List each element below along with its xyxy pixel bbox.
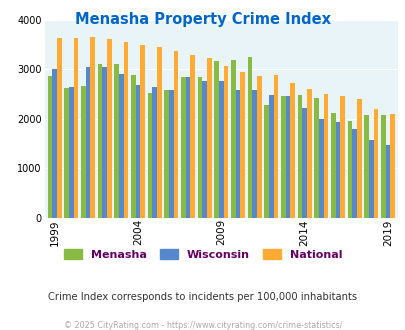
Bar bbox=[97, 64, 102, 218]
Bar bbox=[202, 81, 207, 218]
Bar bbox=[235, 90, 240, 218]
Legend: Menasha, Wisconsin, National: Menasha, Wisconsin, National bbox=[64, 249, 341, 260]
Text: Crime Index corresponds to incidents per 100,000 inhabitants: Crime Index corresponds to incidents per… bbox=[48, 292, 357, 302]
Bar bbox=[207, 58, 211, 218]
Bar bbox=[214, 61, 218, 218]
Bar bbox=[339, 96, 344, 218]
Bar bbox=[124, 42, 128, 218]
Bar bbox=[247, 57, 252, 218]
Bar bbox=[47, 76, 52, 218]
Bar bbox=[197, 77, 202, 218]
Bar bbox=[285, 96, 290, 218]
Bar bbox=[368, 140, 373, 218]
Bar bbox=[168, 90, 173, 218]
Bar bbox=[240, 72, 244, 218]
Bar bbox=[352, 129, 356, 218]
Bar bbox=[268, 94, 273, 218]
Bar bbox=[347, 121, 352, 218]
Bar bbox=[323, 94, 327, 218]
Bar bbox=[264, 105, 268, 218]
Bar bbox=[385, 145, 389, 218]
Bar bbox=[380, 115, 385, 218]
Bar bbox=[301, 108, 306, 218]
Text: © 2025 CityRating.com - https://www.cityrating.com/crime-statistics/: © 2025 CityRating.com - https://www.city… bbox=[64, 321, 341, 330]
Bar bbox=[306, 89, 311, 218]
Bar bbox=[297, 95, 301, 218]
Bar bbox=[363, 115, 368, 218]
Bar bbox=[373, 109, 377, 218]
Bar bbox=[256, 76, 261, 218]
Bar bbox=[223, 66, 228, 218]
Bar bbox=[218, 81, 223, 218]
Text: Menasha Property Crime Index: Menasha Property Crime Index bbox=[75, 12, 330, 26]
Bar bbox=[81, 85, 85, 218]
Bar bbox=[64, 88, 69, 218]
Bar bbox=[57, 38, 62, 218]
Bar bbox=[69, 86, 73, 218]
Bar bbox=[318, 119, 323, 218]
Bar bbox=[147, 92, 152, 218]
Bar bbox=[164, 89, 168, 218]
Bar bbox=[152, 87, 157, 218]
Bar bbox=[190, 55, 194, 218]
Bar bbox=[280, 96, 285, 218]
Bar bbox=[85, 67, 90, 218]
Bar bbox=[157, 47, 161, 218]
Bar bbox=[90, 37, 95, 218]
Bar bbox=[330, 113, 335, 218]
Bar bbox=[313, 98, 318, 218]
Bar bbox=[135, 85, 140, 218]
Bar bbox=[52, 69, 57, 218]
Bar bbox=[290, 82, 294, 218]
Bar bbox=[389, 114, 394, 218]
Bar bbox=[230, 60, 235, 218]
Bar bbox=[173, 51, 178, 218]
Bar bbox=[181, 77, 185, 218]
Bar bbox=[335, 122, 339, 218]
Bar bbox=[131, 75, 135, 218]
Bar bbox=[273, 75, 277, 218]
Bar bbox=[140, 45, 145, 218]
Bar bbox=[252, 90, 256, 218]
Bar bbox=[73, 38, 78, 218]
Bar bbox=[185, 77, 190, 218]
Bar bbox=[356, 99, 361, 218]
Bar bbox=[102, 67, 107, 218]
Bar bbox=[114, 64, 119, 218]
Bar bbox=[107, 39, 111, 218]
Bar bbox=[119, 74, 124, 218]
